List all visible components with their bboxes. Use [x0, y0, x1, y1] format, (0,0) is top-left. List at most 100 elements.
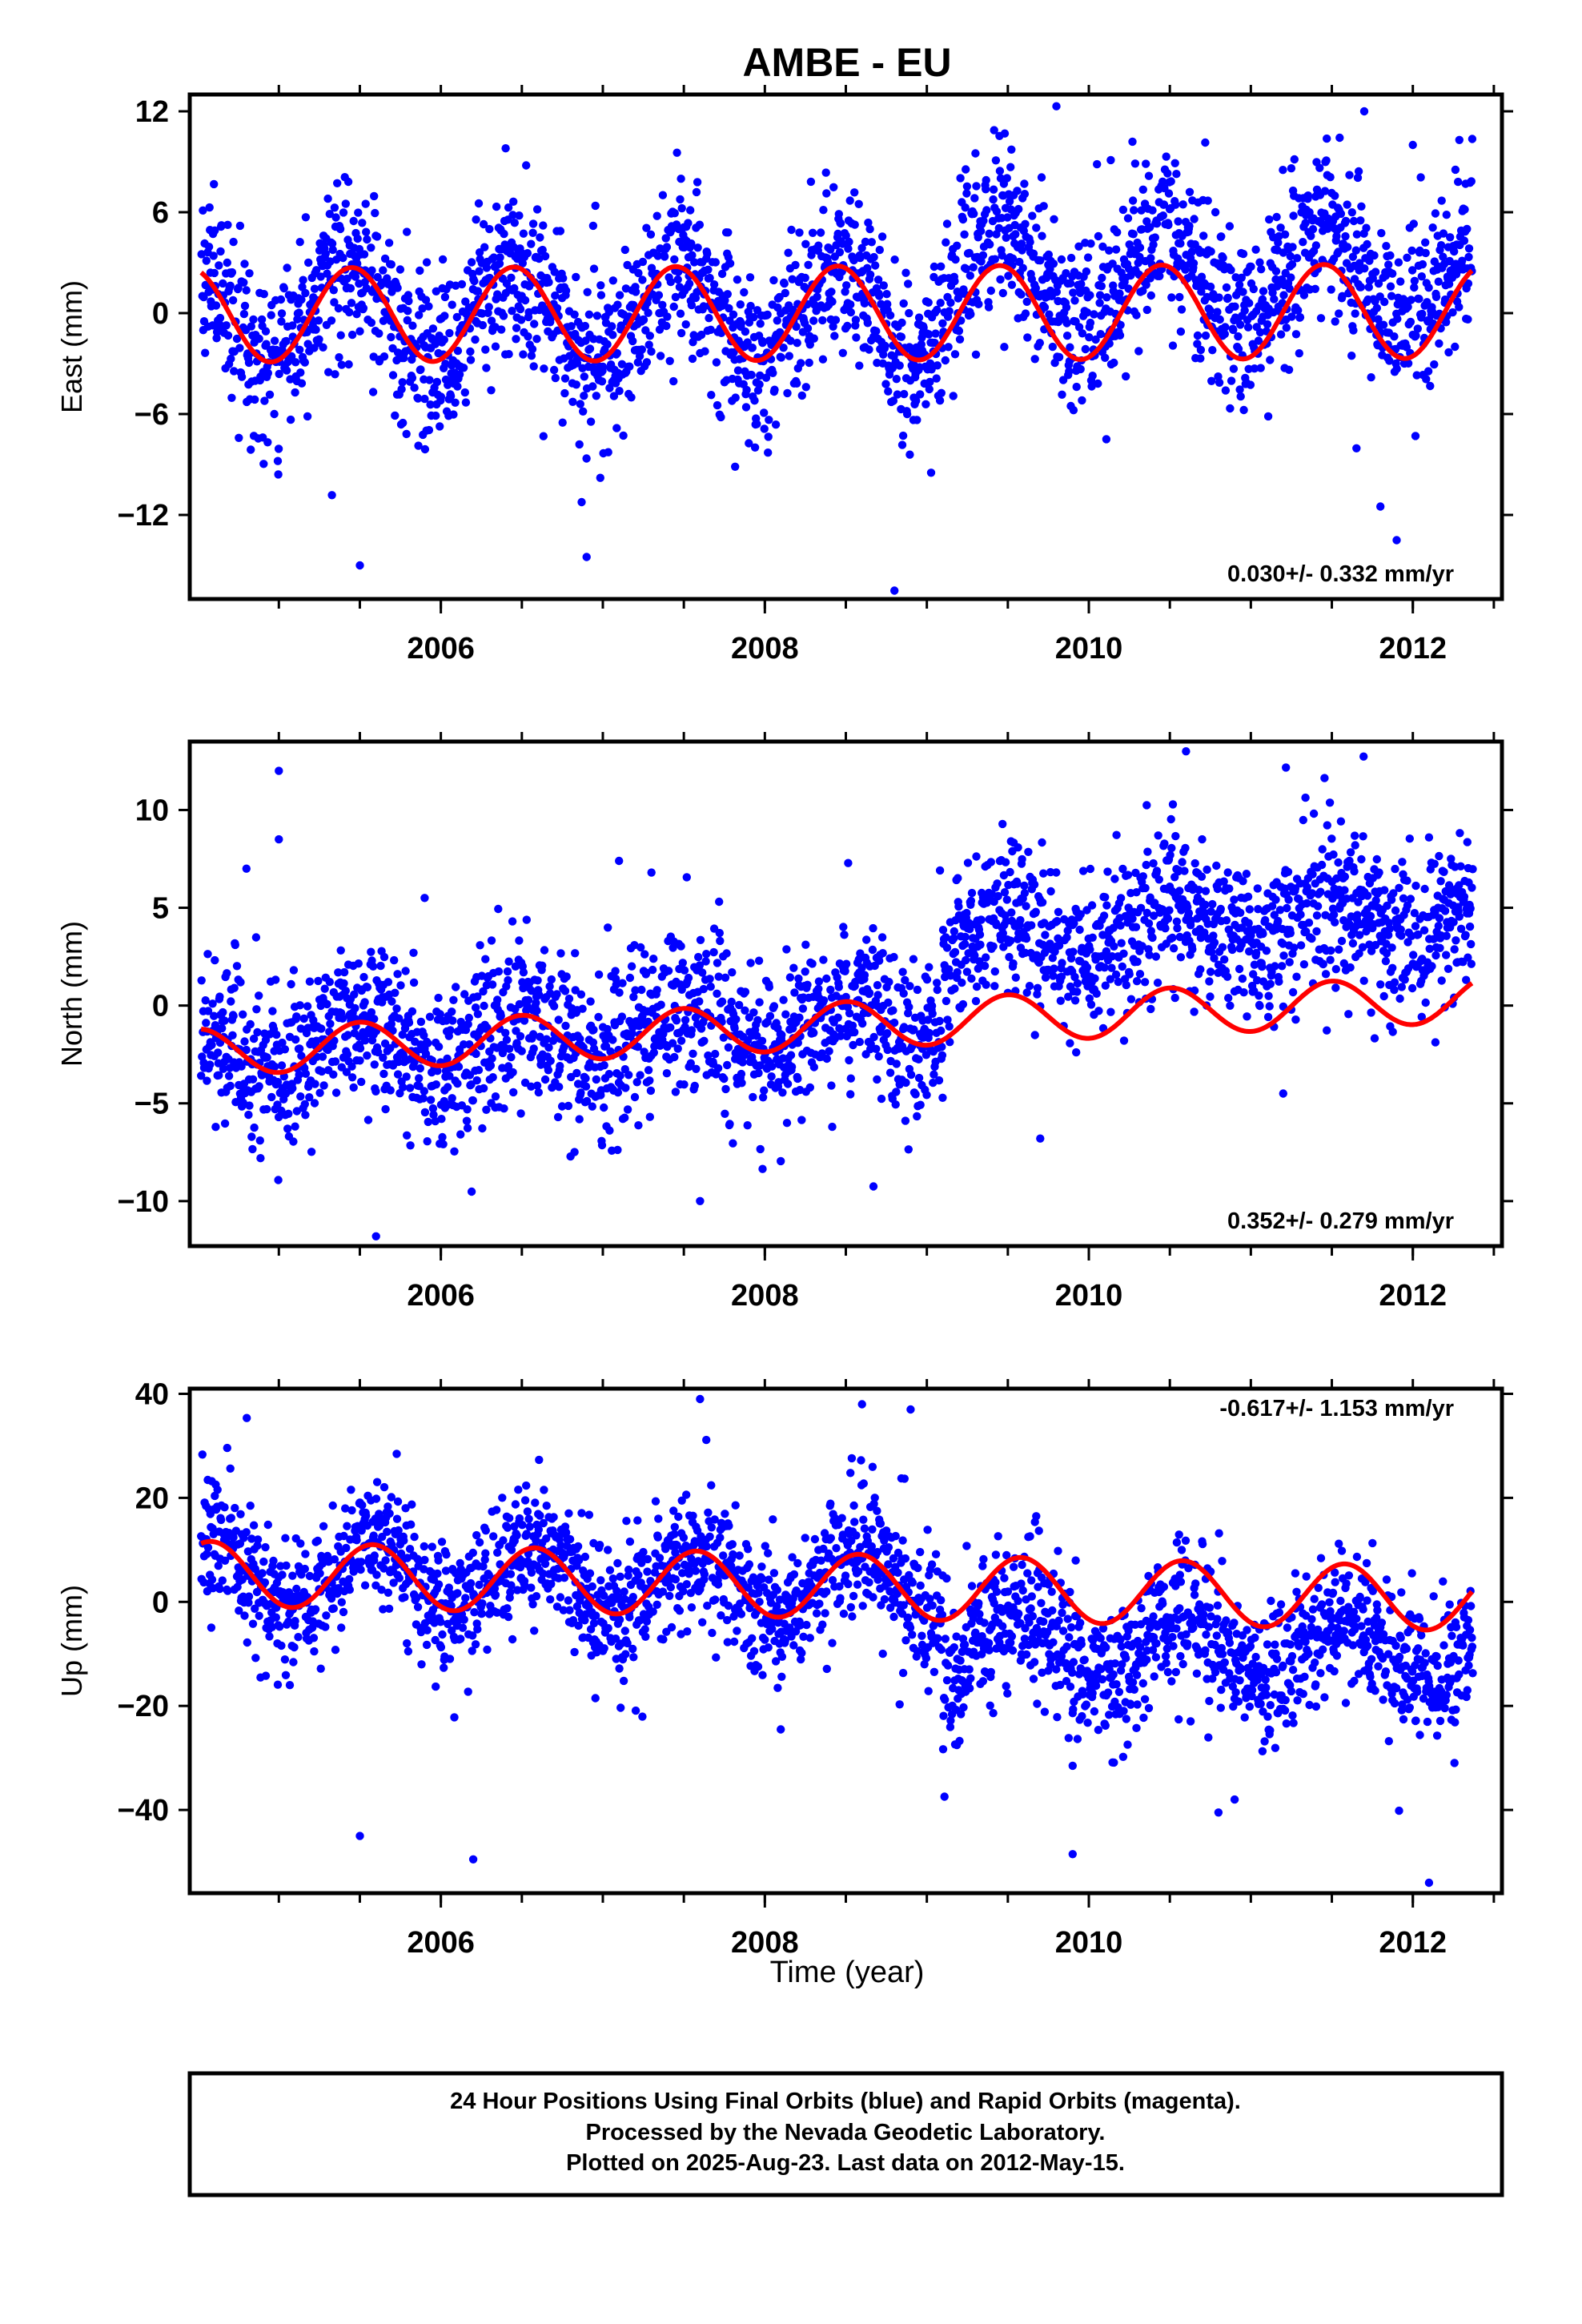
data-point — [658, 191, 668, 199]
data-point — [765, 983, 773, 991]
data-point — [686, 1059, 695, 1068]
data-point — [1100, 963, 1109, 972]
data-point — [978, 251, 988, 259]
data-point — [608, 331, 617, 340]
data-point — [282, 336, 291, 346]
data-point — [666, 277, 675, 287]
data-point — [404, 307, 412, 316]
data-point — [482, 364, 491, 372]
data-point — [1210, 938, 1219, 947]
data-point — [542, 1035, 551, 1043]
data-point — [1065, 367, 1074, 376]
data-point — [1118, 205, 1128, 215]
data-point — [249, 315, 258, 324]
data-point — [1263, 412, 1273, 421]
data-point — [395, 1014, 404, 1023]
data-point — [201, 996, 210, 1005]
data-point — [1123, 214, 1133, 223]
data-point — [1126, 995, 1136, 1003]
data-point — [1022, 297, 1031, 306]
data-point — [342, 1068, 351, 1076]
data-point — [677, 942, 685, 951]
data-point — [705, 273, 714, 283]
data-point — [833, 229, 842, 239]
data-point — [466, 347, 475, 356]
data-point — [1062, 269, 1070, 278]
data-point — [1276, 330, 1286, 339]
data-point — [722, 949, 731, 958]
data-point — [930, 338, 939, 348]
data-point — [826, 985, 835, 995]
data-point — [1203, 196, 1212, 205]
data-point — [932, 374, 941, 383]
data-point — [278, 1038, 287, 1047]
data-point — [436, 392, 446, 401]
data-point — [363, 1116, 373, 1124]
data-point — [1196, 345, 1206, 355]
data-point — [652, 986, 661, 995]
data-point — [1396, 925, 1405, 935]
data-point — [487, 386, 496, 395]
data-point — [1203, 865, 1211, 875]
data-point — [693, 178, 702, 187]
data-point — [1048, 954, 1058, 963]
data-point — [645, 1076, 654, 1085]
data-point — [798, 1004, 808, 1013]
data-point — [1033, 983, 1042, 993]
data-point — [572, 380, 580, 389]
data-point — [695, 961, 705, 970]
data-point — [1090, 310, 1098, 319]
data-point — [1287, 164, 1296, 173]
data-point — [809, 316, 818, 325]
data-point — [885, 978, 893, 987]
data-point — [453, 382, 462, 391]
data-point — [693, 243, 702, 252]
data-point — [1279, 166, 1287, 175]
data-point — [860, 299, 869, 308]
data-point — [668, 1039, 677, 1047]
data-point — [877, 933, 887, 942]
data-point — [1275, 906, 1285, 915]
data-point — [420, 1031, 428, 1040]
data-point — [379, 952, 389, 962]
north-points — [197, 747, 1477, 1241]
data-point — [495, 259, 504, 268]
data-point — [861, 237, 870, 247]
data-point — [1236, 908, 1245, 918]
data-point — [613, 300, 622, 309]
data-point — [1224, 994, 1233, 1003]
data-point — [1346, 848, 1355, 857]
data-point — [1058, 390, 1066, 399]
data-point — [1148, 206, 1157, 215]
data-point — [291, 1035, 300, 1044]
data-point — [793, 339, 801, 348]
data-point — [942, 996, 951, 1006]
data-point — [339, 979, 348, 988]
data-point — [615, 988, 624, 997]
data-point — [516, 304, 525, 314]
data-point — [517, 1047, 526, 1055]
data-point — [904, 1009, 913, 1018]
data-point — [1305, 207, 1314, 217]
data-point — [403, 227, 412, 236]
data-point — [272, 1030, 281, 1039]
data-point — [612, 980, 620, 989]
data-point — [970, 209, 978, 219]
data-point — [581, 336, 590, 345]
data-point — [1220, 329, 1230, 339]
data-point — [904, 1145, 913, 1154]
data-point — [432, 377, 442, 387]
data-point — [1331, 983, 1340, 992]
data-point — [197, 976, 206, 985]
data-point — [967, 888, 977, 898]
data-point — [873, 275, 883, 284]
data-point — [1319, 959, 1328, 969]
data-point — [965, 248, 974, 258]
data-point — [1303, 191, 1313, 200]
data-point — [487, 316, 496, 325]
data-point — [1128, 196, 1138, 205]
data-point — [1240, 306, 1249, 315]
data-point — [933, 979, 942, 987]
data-point — [1308, 870, 1317, 879]
data-point — [1291, 1015, 1300, 1024]
